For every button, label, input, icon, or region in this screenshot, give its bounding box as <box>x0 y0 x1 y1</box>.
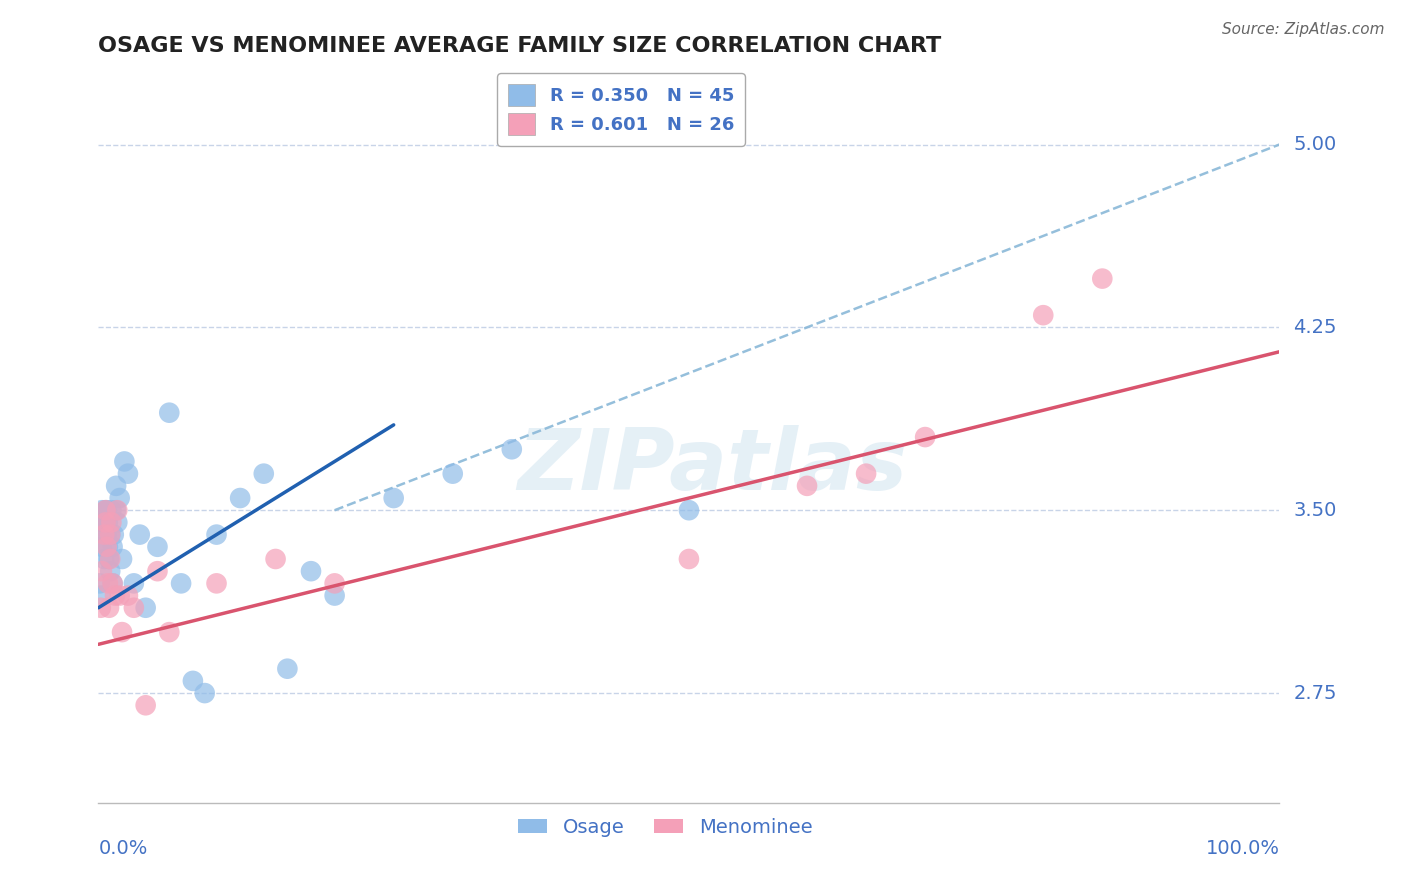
Point <box>93 527 115 541</box>
Text: 5.00: 5.00 <box>1294 135 1337 154</box>
Point <box>91 540 114 554</box>
Text: Source: ZipAtlas.com: Source: ZipAtlas.com <box>1222 22 1385 37</box>
Point <box>98 527 121 541</box>
Point <box>122 576 145 591</box>
Point <box>678 503 700 517</box>
Point <box>91 516 114 530</box>
Point <box>406 845 429 859</box>
Point <box>90 600 112 615</box>
Point <box>146 540 169 554</box>
Point <box>135 698 157 713</box>
Point <box>98 564 121 578</box>
Point <box>105 516 128 530</box>
Point <box>205 527 228 541</box>
Point <box>94 516 117 530</box>
Text: 3.50: 3.50 <box>1294 500 1337 520</box>
Point <box>1091 271 1114 285</box>
Point <box>194 686 217 700</box>
Point <box>91 503 114 517</box>
Point <box>111 552 134 566</box>
Text: 100.0%: 100.0% <box>1205 839 1279 858</box>
Point <box>98 527 121 541</box>
Point <box>104 589 127 603</box>
Point <box>105 503 128 517</box>
Point <box>157 406 180 420</box>
Point <box>323 589 346 603</box>
Point <box>914 430 936 444</box>
Point <box>97 540 120 554</box>
Point <box>111 625 134 640</box>
Point <box>98 600 121 615</box>
Point <box>1032 308 1054 322</box>
Point <box>122 600 145 615</box>
Point <box>101 576 124 591</box>
Point <box>157 625 180 640</box>
Text: ZIPatlas: ZIPatlas <box>517 425 908 508</box>
Point <box>299 564 322 578</box>
Point <box>96 540 118 554</box>
Point <box>264 552 287 566</box>
Point <box>117 589 139 603</box>
Point <box>103 527 125 541</box>
Point <box>97 576 120 591</box>
Point <box>93 527 115 541</box>
Point <box>100 503 122 517</box>
Point <box>96 503 118 517</box>
Point <box>855 467 877 481</box>
Point <box>96 527 118 541</box>
Point <box>90 589 112 603</box>
Text: 0.0%: 0.0% <box>98 839 148 858</box>
Point <box>441 467 464 481</box>
Point <box>101 576 124 591</box>
Point <box>229 491 252 505</box>
Point <box>101 540 124 554</box>
Text: OSAGE VS MENOMINEE AVERAGE FAMILY SIZE CORRELATION CHART: OSAGE VS MENOMINEE AVERAGE FAMILY SIZE C… <box>98 36 942 56</box>
Point <box>135 600 157 615</box>
Point <box>105 503 128 517</box>
Point <box>382 491 405 505</box>
Point <box>98 552 121 566</box>
Point <box>276 662 298 676</box>
Point <box>93 552 115 566</box>
Point <box>323 576 346 591</box>
Point <box>94 503 117 517</box>
Point <box>100 516 122 530</box>
Point <box>501 442 523 457</box>
Point <box>205 576 228 591</box>
Point <box>253 467 276 481</box>
Point <box>181 673 204 688</box>
Point <box>128 527 150 541</box>
Point <box>117 467 139 481</box>
Point <box>94 516 117 530</box>
Point <box>89 576 111 591</box>
Text: 2.75: 2.75 <box>1294 683 1337 703</box>
Point <box>94 503 117 517</box>
Point <box>108 589 131 603</box>
Legend: Osage, Menominee: Osage, Menominee <box>510 810 820 845</box>
Point <box>108 491 131 505</box>
Point <box>98 552 121 566</box>
Point <box>170 576 193 591</box>
Point <box>678 552 700 566</box>
Point <box>91 564 114 578</box>
Point <box>796 479 818 493</box>
Point <box>112 454 135 468</box>
Text: 4.25: 4.25 <box>1294 318 1337 337</box>
Point <box>97 516 120 530</box>
Point <box>146 564 169 578</box>
Point <box>105 479 128 493</box>
